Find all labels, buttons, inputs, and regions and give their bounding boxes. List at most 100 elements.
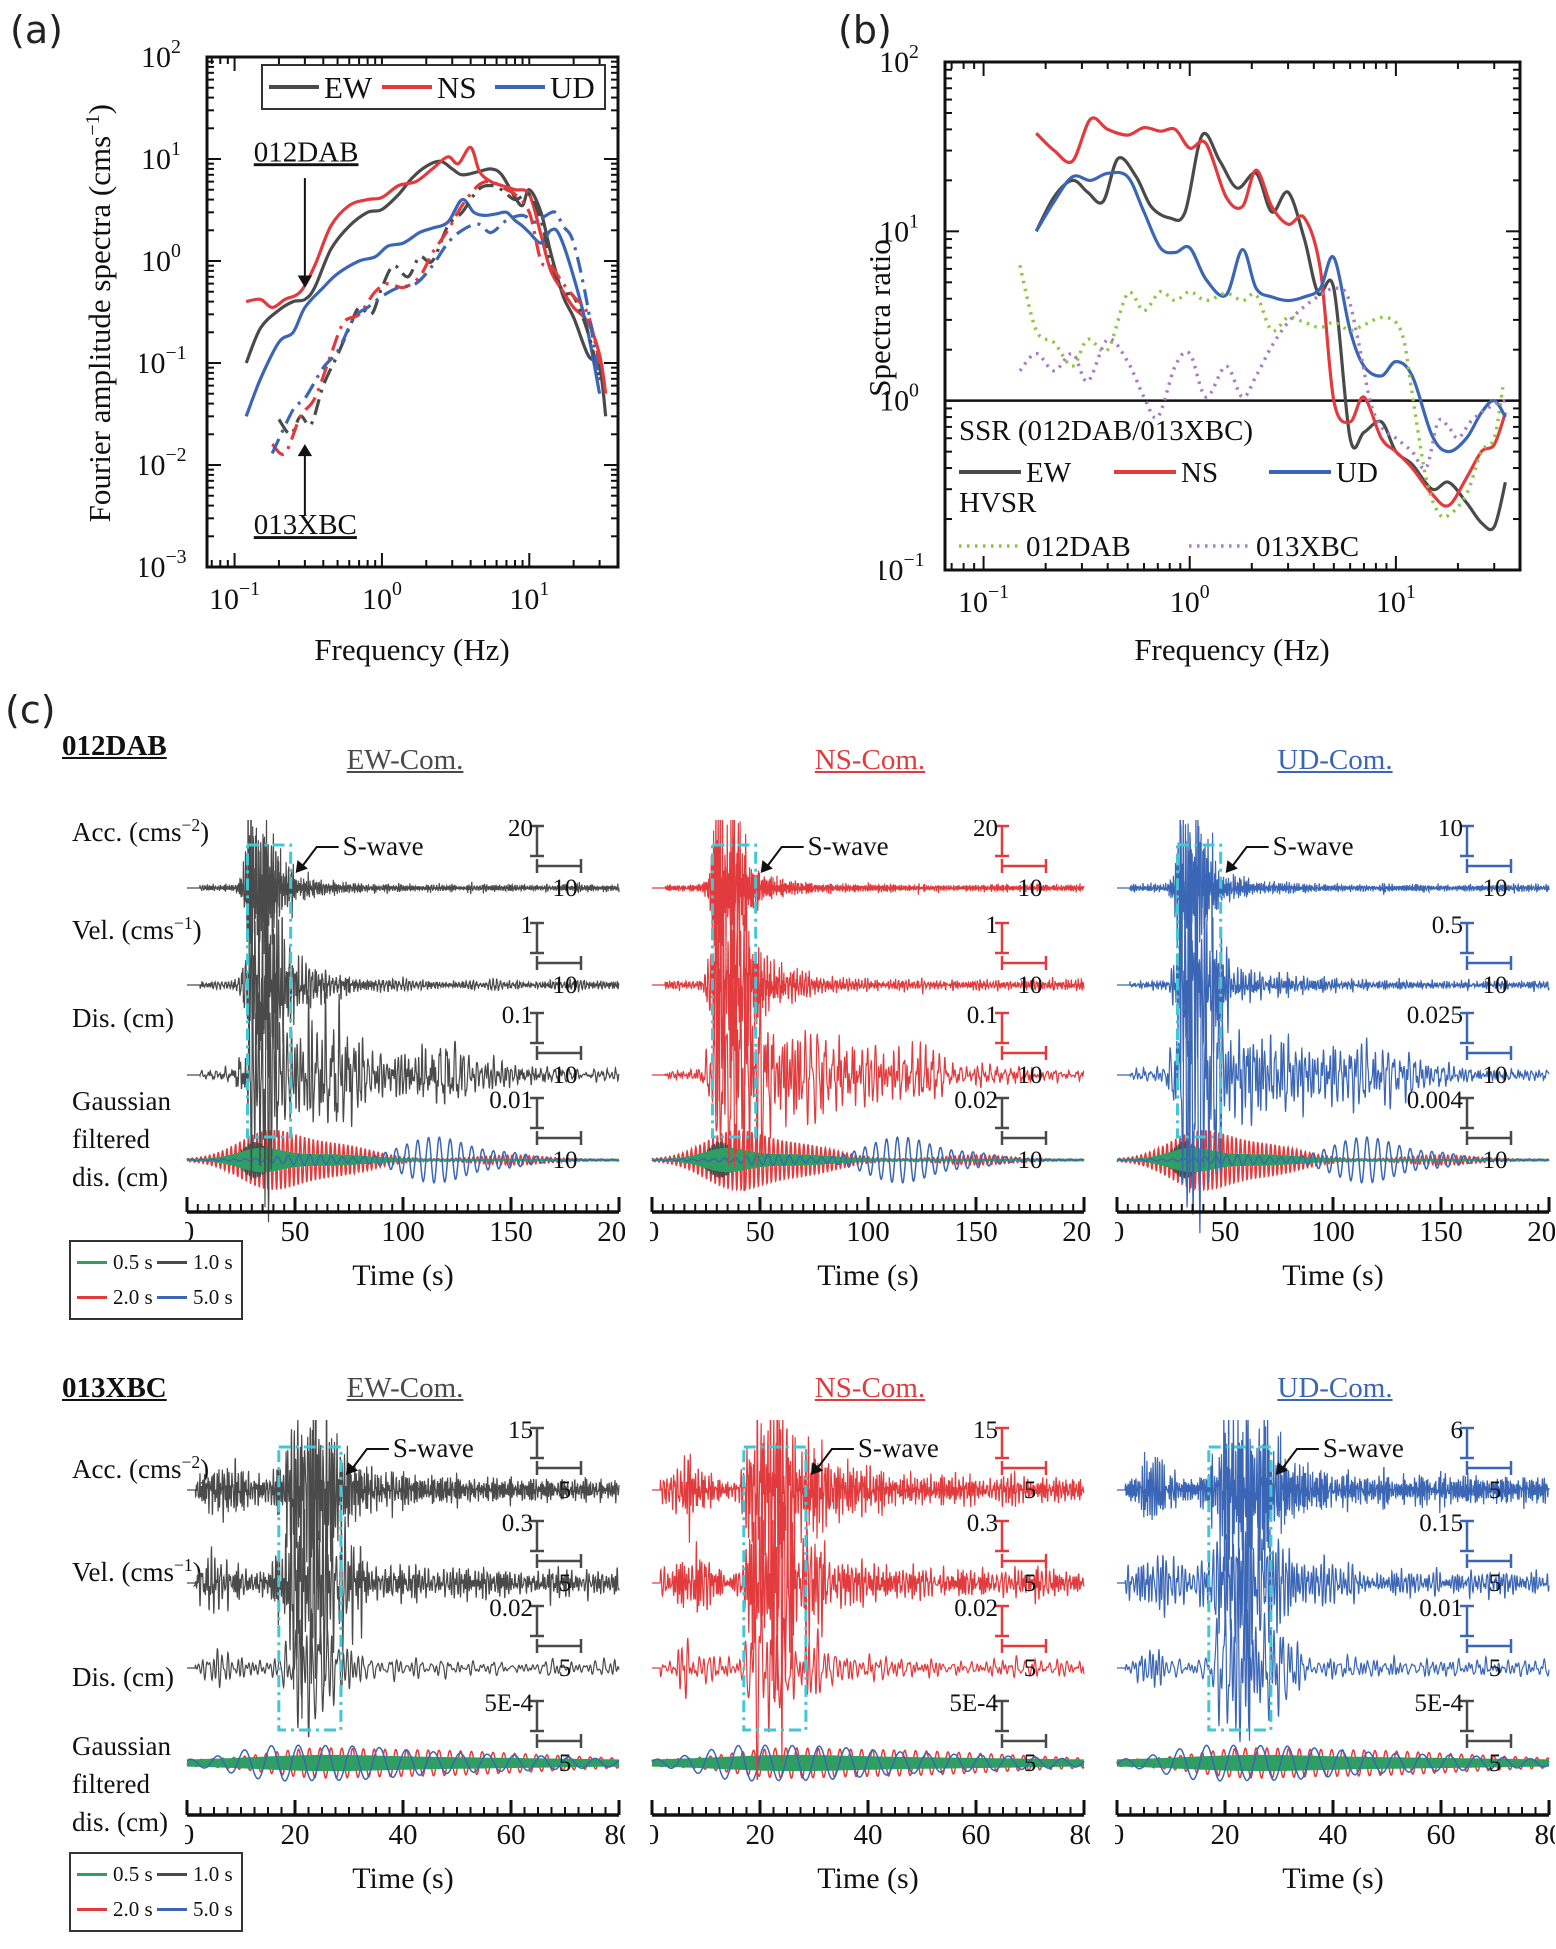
filter-legend-012DAB: 0.5 s 1.0 s 2.0 s 5.0 s	[69, 1240, 243, 1320]
y-tick-label: 100	[141, 240, 181, 278]
panel-b-xlabel: Frequency (Hz)	[1134, 632, 1330, 667]
scale-time-label: 5	[1024, 1570, 1037, 1597]
panel-a-plot: 10−1 100 101 10−3 10−2 10−1 100 101 102 EW NS UD 012…	[140, 36, 620, 616]
scale-time-label: 5	[1489, 1570, 1502, 1597]
time-tick-label: 0	[650, 1819, 659, 1851]
scale-time-label: 10	[1483, 875, 1508, 902]
scale-time-label: 5	[1024, 1655, 1037, 1682]
time-tick-label: 200	[1527, 1216, 1555, 1248]
scale-amp-label: 5E-4	[949, 1690, 998, 1717]
scale-amp-label: 6	[1451, 1420, 1464, 1444]
time-tick-label: 80	[1070, 1819, 1091, 1851]
trace-row2	[652, 1603, 1085, 1781]
time-tick-label: 0	[185, 1216, 194, 1248]
row-label-3: Gaussian filtered dis. (cm)	[72, 1731, 171, 1837]
scale-bar: 65	[1451, 1420, 1513, 1504]
column-header-UD-Com: UD-Com.	[1277, 1372, 1393, 1404]
time-tick-label: 100	[381, 1216, 425, 1248]
scale-amp-label: 1	[986, 912, 999, 939]
scale-time-label: 10	[1483, 972, 1508, 999]
scale-bar: 0.02 5	[489, 1595, 583, 1682]
time-tick-label: 20	[1211, 1819, 1240, 1851]
scale-time-label: 5	[1024, 1477, 1037, 1504]
series-013xbc-ns	[271, 179, 602, 456]
row-label-3: Gaussian filtered dis. (cm)	[72, 1086, 171, 1192]
filter-legend-swatch	[77, 1908, 107, 1911]
filter-legend-swatch	[77, 1873, 107, 1876]
s-wave-label: S-wave	[808, 831, 889, 861]
scale-bar: 0.02 10	[954, 1087, 1048, 1174]
annotation-012DAB: 012DAB	[254, 136, 359, 168]
scale-bar: 0.01 5	[1419, 1595, 1513, 1682]
trace-row2	[187, 1608, 620, 1738]
x-tick-label: 100	[362, 578, 402, 616]
scale-bar: 5E-4 5	[1414, 1690, 1513, 1777]
scale-amp-label: 15	[508, 1420, 533, 1444]
filter-legend-item-0.5s: 0.5 s	[77, 1250, 155, 1275]
scale-bar: 0.02 5	[954, 1595, 1048, 1682]
time-axis-label: Time (s)	[1282, 1862, 1383, 1895]
trace-row0	[652, 1420, 1085, 1617]
scale-bar: 1 10	[986, 912, 1048, 999]
scale-amp-label: 20	[508, 820, 533, 842]
time-tick-label: 50	[746, 1216, 775, 1248]
trace-row1	[652, 820, 1085, 1116]
panel-b-plot: 10−1 100 101 10−1 100 101 102 SSR (012DAB/013XB…	[880, 41, 1522, 619]
time-tick-label: 80	[605, 1819, 626, 1851]
panel-b-letter: (b)	[838, 8, 892, 52]
column-header-NS-Com: NS-Com.	[814, 1372, 926, 1404]
scale-time-label: 10	[553, 972, 578, 999]
scale-bar: 5E-4 5	[949, 1690, 1048, 1777]
time-tick-label: 100	[846, 1216, 890, 1248]
scale-time-label: 10	[1018, 1147, 1043, 1174]
row-label-1: Vel. (cms−1)	[72, 913, 202, 945]
row-label-2: Dis. (cm)	[72, 1003, 174, 1033]
time-axis-label: Time (s)	[352, 1259, 453, 1292]
scale-bar: 0.004 10	[1407, 1087, 1513, 1174]
x-tick-label: 100	[1170, 581, 1210, 619]
scale-time-label: 10	[1018, 972, 1043, 999]
time-axis-label: Time (s)	[352, 1862, 453, 1895]
scale-time-label: 5	[1024, 1750, 1037, 1777]
filter-legend-item-5.0s: 5.0 s	[157, 1897, 235, 1922]
scale-bar: 1 10	[521, 912, 583, 999]
scale-time-label: 5	[1489, 1750, 1502, 1777]
filter-legend-swatch	[157, 1296, 187, 1299]
time-tick-label: 40	[1319, 1819, 1348, 1851]
series-ssr-ud	[1034, 170, 1507, 454]
time-tick-label: 60	[962, 1819, 991, 1851]
scale-amp-label: 5E-4	[484, 1690, 533, 1717]
panel-a-letter: (a)	[10, 8, 63, 52]
column-header-NS-Com: NS-Com.	[814, 744, 926, 776]
scale-time-label: 5	[559, 1750, 572, 1777]
trace-row1	[1117, 865, 1550, 1126]
time-tick-label: 150	[489, 1216, 533, 1248]
legend-b-label-UD: UD	[1336, 457, 1378, 489]
filter-legend-013XBC: 0.5 s 1.0 s 2.0 s 5.0 s	[69, 1852, 243, 1932]
time-tick-label: 0	[185, 1819, 194, 1851]
time-tick-label: 40	[389, 1819, 418, 1851]
time-tick-label: 0	[1115, 1819, 1124, 1851]
scale-bar: 15 5	[973, 1420, 1048, 1504]
scale-bar: 0.5 10	[1432, 912, 1513, 999]
trace-row1	[652, 1473, 1085, 1762]
time-tick-label: 20	[281, 1819, 310, 1851]
scale-amp-label: 0.01	[1419, 1595, 1463, 1622]
series-012dab-ns	[245, 145, 608, 394]
scale-bar: 0.35	[502, 1510, 583, 1597]
scale-time-label: 5	[559, 1655, 572, 1682]
plot-frame	[943, 60, 1522, 572]
filter-legend-swatch	[157, 1908, 187, 1911]
panel-a-ylabel: Fourier amplitude spectra (cms−1)	[81, 104, 118, 523]
gauss-band-0.5s	[1117, 1147, 1549, 1173]
gauss-trace-5.0s	[651, 1744, 1085, 1782]
trace-row0	[1117, 820, 1550, 1009]
scale-bar: 10 10	[1438, 820, 1513, 902]
scale-bar: 0.15 5	[1419, 1510, 1513, 1597]
gauss-trace-5.0s	[651, 1136, 1085, 1184]
scale-time-label: 10	[553, 1147, 578, 1174]
